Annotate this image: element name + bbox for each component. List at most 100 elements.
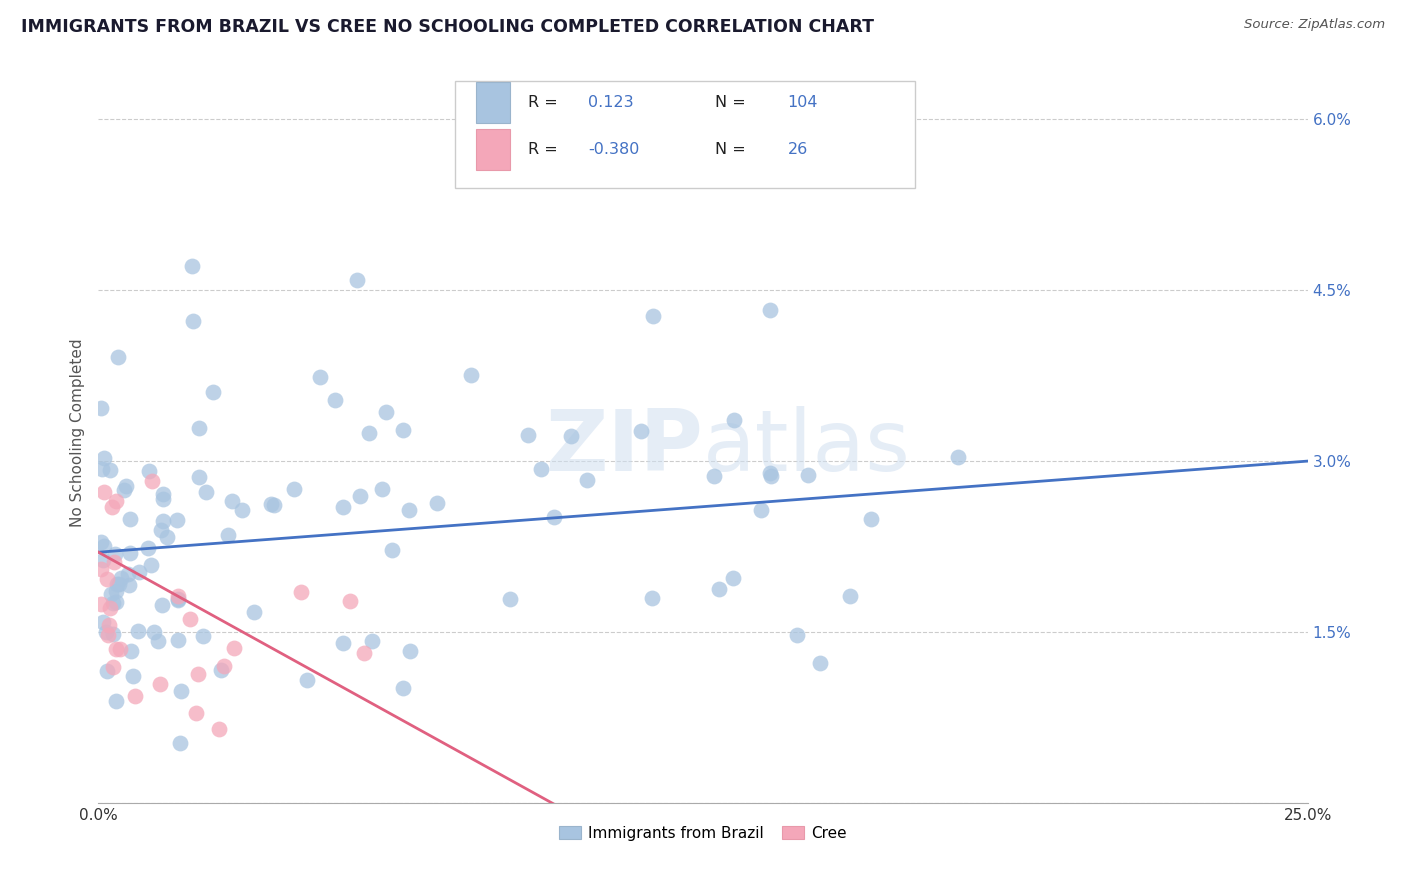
Text: Source: ZipAtlas.com: Source: ZipAtlas.com [1244,18,1385,31]
Legend: Immigrants from Brazil, Cree: Immigrants from Brazil, Cree [553,820,853,847]
Point [128,565,150,579]
Point [786,628,808,642]
Point [349,489,371,503]
Point [399,644,422,658]
Point [217,528,239,542]
Point [723,413,745,427]
Point [100,587,122,601]
Point [214,659,236,673]
Point [946,450,969,464]
Point [209,663,232,677]
Point [758,467,780,481]
Point [381,542,404,557]
Text: -0.380: -0.380 [588,142,640,157]
Point [121,669,143,683]
Point [103,659,125,673]
Point [96,665,118,679]
Point [167,589,190,603]
Point [170,684,193,698]
Point [398,503,420,517]
Point [97,628,120,642]
Point [759,303,782,318]
Point [194,484,217,499]
Point [460,368,482,383]
Text: N =: N = [716,95,745,110]
Point [107,351,129,365]
Point [141,558,163,572]
Point [93,450,115,465]
Point [283,482,305,496]
Point [91,615,114,629]
Point [120,644,142,658]
Point [152,491,174,506]
Point [346,273,368,287]
Point [146,634,169,648]
Point [184,706,207,720]
Point [709,582,731,596]
Point [339,594,361,608]
Point [221,493,243,508]
Point [142,625,165,640]
Point [103,627,125,641]
Point [114,483,136,497]
Point [332,500,354,515]
Point [150,523,173,537]
Point [166,513,188,527]
Point [127,624,149,639]
Point [90,535,112,549]
Point [309,369,332,384]
Point [703,468,725,483]
Point [90,562,112,576]
Point [208,723,231,737]
Point [105,595,128,609]
Point [141,474,163,488]
Point [150,599,173,613]
Point [114,479,136,493]
Point [98,463,121,477]
Point [93,485,115,500]
Point [721,571,744,585]
Point [797,467,820,482]
Text: atlas: atlas [703,406,911,489]
Point [191,629,214,643]
Point [392,423,415,437]
Point [838,589,860,603]
Point [323,393,346,408]
Point [543,509,565,524]
Point [149,676,172,690]
Point [91,461,114,475]
Point [124,690,146,704]
Point [107,576,129,591]
Text: 26: 26 [787,142,808,157]
Text: 0.123: 0.123 [588,95,634,110]
Point [749,503,772,517]
Point [179,612,201,626]
Point [375,405,398,419]
Point [136,541,159,555]
Point [105,694,128,708]
Point [560,429,582,443]
Point [117,578,139,592]
Point [108,642,131,657]
Point [118,512,141,526]
Point [187,420,209,434]
Point [370,482,392,496]
Point [101,500,124,515]
Point [105,642,128,657]
Point [103,595,125,609]
Point [96,624,118,639]
Text: R =: R = [527,95,557,110]
Point [297,673,319,688]
Point [169,736,191,750]
Point [290,584,312,599]
FancyBboxPatch shape [475,82,509,122]
Point [181,260,204,274]
Point [91,552,114,566]
Point [117,567,139,582]
Point [90,597,112,611]
Point [108,577,131,591]
Point [353,646,375,660]
Point [231,503,253,517]
Point [359,425,381,440]
FancyBboxPatch shape [475,128,509,169]
